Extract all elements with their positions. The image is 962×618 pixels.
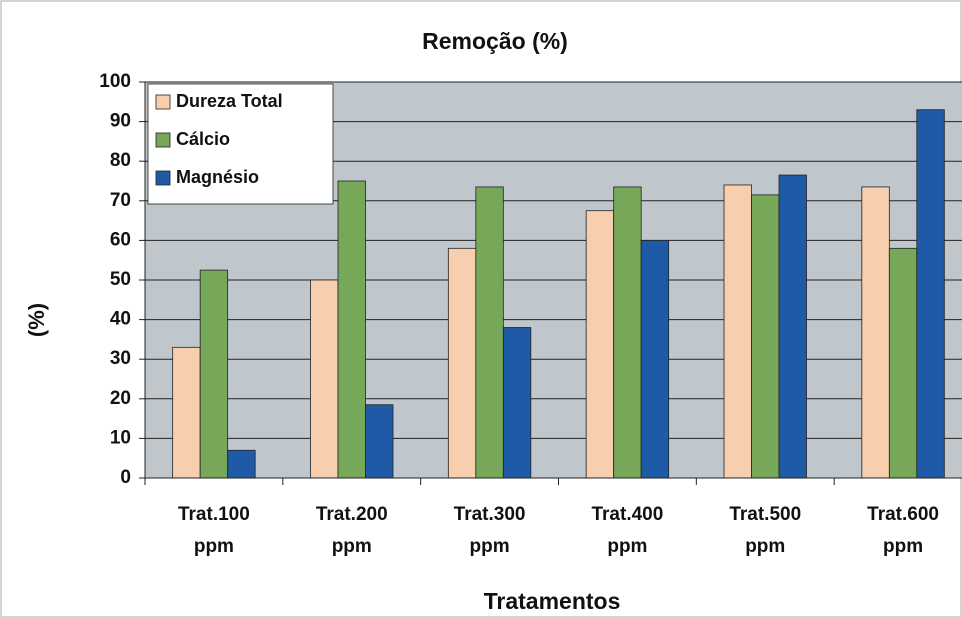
y-tick-label: 0 xyxy=(120,467,131,488)
bar xyxy=(888,247,918,479)
y-tick-label: 70 xyxy=(110,190,131,211)
x-tick-label: Trat.600 ppm xyxy=(867,504,939,557)
legend-swatch xyxy=(155,170,171,186)
x-axis-label: Tratamentos xyxy=(484,588,621,614)
bar xyxy=(778,174,807,479)
bar xyxy=(502,327,532,479)
legend-box xyxy=(147,83,334,205)
x-tick-label: Trat.100 ppm xyxy=(177,504,250,557)
bar xyxy=(861,186,890,479)
y-tick-label: 10 xyxy=(110,427,131,448)
bar xyxy=(475,186,504,479)
y-axis-label: (%) xyxy=(24,303,49,337)
x-tick-label: Trat.500 ppm xyxy=(729,504,802,557)
y-tick-label: 40 xyxy=(110,309,131,330)
y-tick-label: 30 xyxy=(110,348,131,369)
bar xyxy=(199,269,229,479)
y-tick-label: 50 xyxy=(110,269,131,290)
bar xyxy=(310,279,339,479)
bar xyxy=(365,404,394,479)
bar xyxy=(613,186,642,479)
x-tick-label: Trat.300 ppm xyxy=(453,504,526,557)
legend-swatch xyxy=(155,94,171,110)
legend-label: Dureza Total xyxy=(176,91,283,111)
bar xyxy=(337,180,366,479)
y-tick-label: 80 xyxy=(110,150,131,171)
bar xyxy=(172,346,201,479)
bar xyxy=(227,449,256,479)
bar xyxy=(585,210,615,479)
bar xyxy=(640,239,670,479)
y-tick-label: 90 xyxy=(110,111,131,132)
x-tick-label: Trat.400 ppm xyxy=(591,504,664,557)
legend-label: Cálcio xyxy=(176,129,230,149)
y-tick-label: 100 xyxy=(99,71,131,92)
y-tick-label: 20 xyxy=(110,388,131,409)
x-tick-label: Trat.200 ppm xyxy=(315,504,388,557)
bar xyxy=(751,194,780,479)
bar xyxy=(447,247,477,479)
bar xyxy=(723,184,752,479)
legend-swatch xyxy=(155,132,171,148)
y-tick-label: 60 xyxy=(110,229,131,250)
bar xyxy=(916,109,945,479)
chart-title: Remoção (%) xyxy=(422,28,568,54)
legend-label: Magnésio xyxy=(176,167,259,187)
